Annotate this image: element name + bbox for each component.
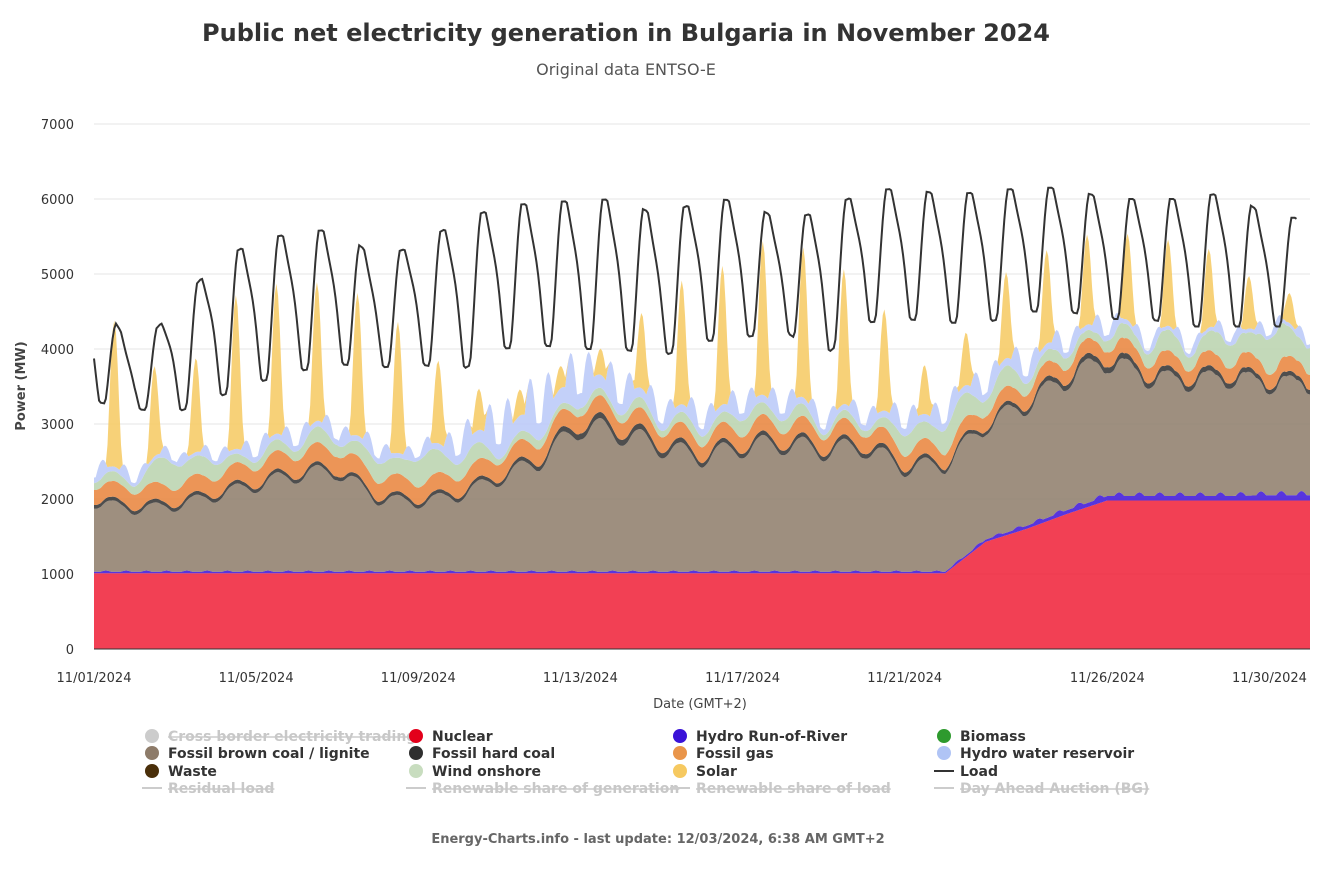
x-tick-label: 11/05/2024: [219, 671, 294, 686]
legend-marker-dot: [409, 746, 423, 760]
legend-label: Cross border electricity trading: [168, 729, 416, 745]
legend-marker-dot: [937, 729, 951, 743]
area-lignite: [94, 358, 1310, 572]
y-axis-title: Power (MW): [14, 341, 29, 430]
legend-item[interactable]: Renewable share of generation: [406, 781, 679, 797]
legend-item[interactable]: Residual load: [142, 781, 274, 797]
legend-item[interactable]: Hydro water reservoir: [937, 746, 1134, 762]
legend-marker-dot: [673, 746, 687, 760]
legend: Cross border electricity trading Nuclear H…: [142, 729, 1149, 797]
y-tick-label: 7000: [41, 118, 74, 133]
legend-marker-dot: [673, 729, 687, 743]
legend-item[interactable]: Cross border electricity trading: [145, 729, 416, 745]
area-solar: [94, 233, 1310, 484]
legend-label: Solar: [696, 764, 737, 780]
y-tick-label: 1000: [41, 568, 74, 583]
legend-item[interactable]: Wind onshore: [409, 764, 541, 780]
legend-marker-dot: [409, 764, 423, 778]
area-gas: [94, 337, 1310, 512]
legend-item[interactable]: Solar: [673, 764, 737, 780]
load-line: [93, 186, 1298, 412]
legend-item[interactable]: Fossil brown coal / lignite: [145, 746, 370, 762]
area-nuclear: [94, 500, 1310, 649]
footer-credit: Energy-Charts.info - last update: 12/03/…: [431, 832, 884, 847]
legend-item[interactable]: Hydro Run-of-River: [673, 729, 847, 745]
chart-title: Public net electricity generation in Bul…: [202, 19, 1050, 47]
x-tick-label: 11/09/2024: [381, 671, 456, 686]
y-tick-label: 4000: [41, 343, 74, 358]
x-tick-label: 11/13/2024: [543, 671, 618, 686]
legend-label: Wind onshore: [432, 764, 541, 780]
legend-marker-dot: [145, 746, 159, 760]
y-tick-label: 6000: [41, 193, 74, 208]
legend-item[interactable]: Day Ahead Auction (BG): [934, 781, 1149, 797]
stacked-areas: [94, 233, 1310, 649]
legend-label: Biomass: [960, 729, 1026, 745]
legend-marker-dot: [937, 746, 951, 760]
legend-label: Renewable share of generation: [432, 781, 679, 797]
y-tick-label: 3000: [41, 418, 74, 433]
area-hard_coal: [94, 352, 1310, 516]
y-tick-label: 0: [66, 643, 74, 658]
x-tick-label: 11/17/2024: [705, 671, 780, 686]
legend-marker-dot: [145, 764, 159, 778]
area-wind: [94, 322, 1310, 495]
chart-subtitle: Original data ENTSO-E: [536, 60, 716, 79]
legend-label: Residual load: [168, 781, 274, 797]
legend-label: Fossil gas: [696, 746, 774, 762]
legend-item[interactable]: Fossil gas: [673, 746, 774, 762]
legend-label: Hydro water reservoir: [960, 746, 1134, 762]
legend-label: Hydro Run-of-River: [696, 729, 847, 745]
x-tick-label: 11/30/2024: [1232, 671, 1307, 686]
load-series: [93, 186, 1298, 412]
y-axis-ticks: 0 1000 2000 3000 4000 5000 6000 7000: [41, 118, 74, 658]
legend-item[interactable]: Waste: [145, 764, 217, 780]
legend-label: Day Ahead Auction (BG): [960, 781, 1149, 797]
legend-label: Fossil hard coal: [432, 746, 555, 762]
x-tick-label: 11/21/2024: [867, 671, 942, 686]
x-tick-label: 11/26/2024: [1070, 671, 1145, 686]
area-hydro_ror: [94, 491, 1310, 574]
legend-marker-dot: [409, 729, 423, 743]
legend-item[interactable]: Load: [934, 764, 998, 780]
legend-item[interactable]: Biomass: [937, 729, 1026, 745]
legend-label: Load: [960, 764, 998, 780]
legend-label: Fossil brown coal / lignite: [168, 746, 370, 762]
legend-item[interactable]: Renewable share of load: [670, 781, 891, 797]
y-tick-label: 5000: [41, 268, 74, 283]
legend-marker-dot: [145, 729, 159, 743]
legend-marker-dot: [673, 764, 687, 778]
x-axis-ticks: 11/01/2024 11/05/2024 11/09/2024 11/13/2024…: [57, 671, 1307, 686]
legend-item[interactable]: Nuclear: [409, 729, 493, 745]
x-tick-label: 11/01/2024: [57, 671, 132, 686]
y-tick-label: 2000: [41, 493, 74, 508]
legend-label: Nuclear: [432, 729, 493, 745]
legend-label: Renewable share of load: [696, 781, 891, 797]
x-axis-title: Date (GMT+2): [653, 697, 747, 712]
legend-item[interactable]: Fossil hard coal: [409, 746, 555, 762]
legend-label: Waste: [168, 764, 217, 780]
